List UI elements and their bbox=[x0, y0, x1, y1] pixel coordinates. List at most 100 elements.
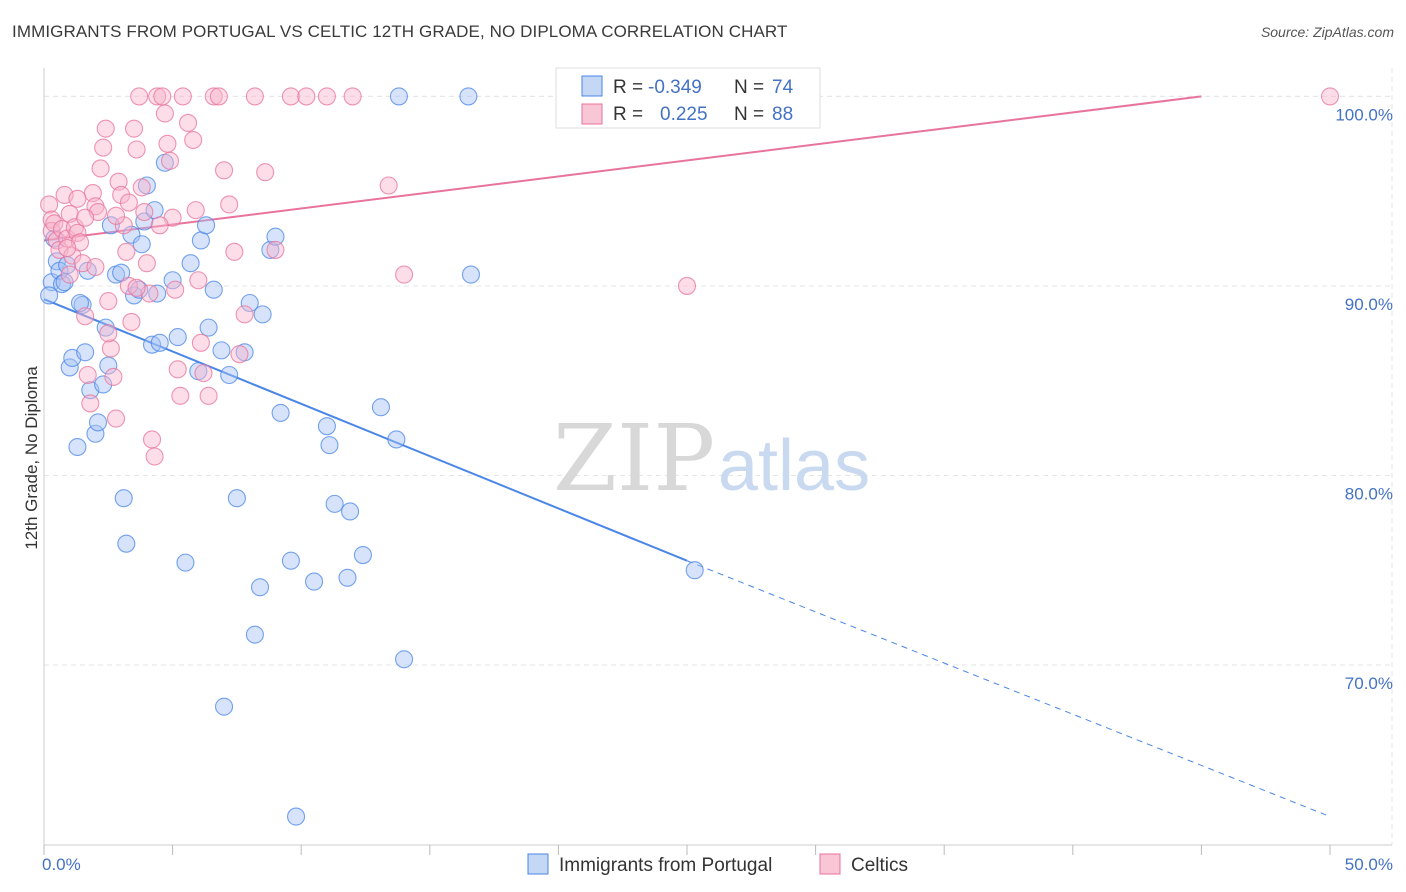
point-celtics bbox=[171, 386, 190, 405]
point-portugal bbox=[214, 697, 234, 716]
point-portugal bbox=[68, 437, 87, 457]
point-celtics bbox=[343, 87, 362, 106]
stats-n-label-celtics: N = bbox=[734, 104, 764, 125]
point-portugal bbox=[459, 87, 478, 106]
point-celtics bbox=[153, 87, 172, 106]
point-celtics bbox=[114, 216, 133, 235]
point-celtics bbox=[130, 87, 149, 106]
legend-swatch-portugal bbox=[527, 853, 549, 875]
point-celtics bbox=[186, 201, 205, 220]
point-celtics bbox=[99, 324, 118, 343]
point-portugal bbox=[117, 534, 136, 553]
point-portugal bbox=[253, 305, 272, 324]
point-portugal bbox=[212, 341, 231, 360]
point-celtics bbox=[194, 364, 213, 383]
tick-labels: 70.0% 80.0% 90.0% 100.0% 0.0% 50.0% bbox=[42, 105, 1393, 874]
point-celtics bbox=[317, 87, 336, 106]
chart-title: IMMIGRANTS FROM PORTUGAL VS CELTIC 12TH … bbox=[12, 22, 788, 41]
watermark: ZIP atlas bbox=[553, 405, 870, 512]
point-portugal bbox=[204, 280, 223, 299]
point-portugal bbox=[305, 572, 324, 591]
point-celtics bbox=[124, 119, 144, 138]
point-portugal bbox=[40, 286, 59, 305]
point-celtics bbox=[395, 265, 414, 284]
point-celtics bbox=[245, 87, 264, 106]
point-celtics bbox=[184, 130, 203, 150]
point-celtics bbox=[225, 242, 244, 261]
stats-n-value-portugal: 74 bbox=[772, 77, 794, 98]
point-celtics bbox=[677, 276, 697, 295]
point-portugal bbox=[132, 235, 151, 254]
point-portugal bbox=[271, 403, 290, 422]
point-celtics bbox=[189, 271, 208, 290]
point-portugal bbox=[685, 561, 704, 580]
point-portugal bbox=[88, 413, 108, 432]
y-axis-title: 12th Grade, No Diploma bbox=[22, 366, 41, 550]
stats-n-label-portugal: N = bbox=[734, 77, 764, 98]
point-celtics bbox=[214, 161, 234, 180]
point-celtics bbox=[106, 409, 126, 428]
point-portugal bbox=[168, 328, 187, 347]
point-celtics bbox=[122, 312, 141, 331]
stats-swatch-celtics bbox=[581, 103, 603, 125]
point-celtics bbox=[191, 333, 210, 352]
legend-swatch-celtics bbox=[819, 853, 841, 875]
point-celtics bbox=[40, 195, 59, 214]
point-portugal bbox=[76, 343, 95, 362]
point-celtics bbox=[235, 305, 254, 324]
legend-label-celtics: Celtics bbox=[851, 855, 908, 876]
watermark-atlas: atlas bbox=[718, 426, 870, 506]
point-celtics bbox=[297, 87, 316, 106]
point-portugal bbox=[371, 398, 390, 417]
point-portugal bbox=[148, 284, 167, 303]
point-celtics bbox=[99, 292, 118, 311]
y-tick-label: 70.0% bbox=[1345, 674, 1393, 693]
stats-swatch-portugal bbox=[581, 75, 603, 97]
point-celtics bbox=[109, 172, 128, 191]
point-portugal bbox=[142, 335, 162, 354]
stats-n-value-celtics: 88 bbox=[772, 104, 793, 125]
point-celtics bbox=[112, 185, 131, 205]
point-celtics bbox=[204, 87, 223, 106]
trend-line-portugal-extension bbox=[686, 560, 1331, 818]
point-celtics bbox=[91, 159, 110, 178]
point-celtics bbox=[281, 87, 300, 106]
point-portugal bbox=[387, 430, 406, 449]
grid-lines bbox=[44, 68, 1393, 845]
point-celtics bbox=[155, 104, 174, 123]
point-celtics bbox=[166, 280, 185, 299]
point-celtics bbox=[106, 206, 126, 225]
stats-r-label-portugal: R = bbox=[613, 77, 643, 98]
y-tick-label: 80.0% bbox=[1345, 484, 1393, 503]
point-portugal bbox=[70, 293, 90, 313]
stats-r-value-portugal: -0.349 bbox=[648, 77, 702, 98]
point-portugal bbox=[261, 240, 280, 259]
y-tick-label: 100.0% bbox=[1335, 105, 1393, 124]
point-portugal bbox=[389, 87, 408, 106]
point-portugal bbox=[112, 263, 131, 282]
point-portugal bbox=[73, 295, 92, 314]
point-portugal bbox=[52, 274, 72, 294]
point-celtics bbox=[145, 447, 164, 466]
trend-line-celtics bbox=[43, 95, 1202, 242]
x-tick-label: 50.0% bbox=[1345, 855, 1393, 874]
point-portugal bbox=[101, 216, 120, 235]
stats-r-value-celtics: 0.225 bbox=[660, 104, 708, 125]
point-celtics bbox=[60, 265, 79, 284]
point-portugal bbox=[181, 254, 200, 273]
legend-label-portugal: Immigrants from Portugal bbox=[559, 855, 772, 876]
point-celtics bbox=[96, 119, 115, 138]
point-celtics bbox=[127, 140, 146, 159]
point-celtics bbox=[119, 193, 138, 212]
point-celtics bbox=[135, 202, 154, 222]
point-celtics bbox=[266, 240, 285, 259]
watermark-zip: ZIP bbox=[553, 405, 715, 512]
point-portugal bbox=[227, 489, 246, 508]
point-celtics bbox=[220, 195, 239, 214]
point-celtics bbox=[209, 87, 228, 106]
point-portugal bbox=[114, 489, 133, 508]
point-celtics bbox=[60, 204, 79, 223]
point-portugal bbox=[196, 216, 216, 235]
point-portugal bbox=[287, 807, 306, 826]
point-celtics bbox=[256, 163, 275, 182]
